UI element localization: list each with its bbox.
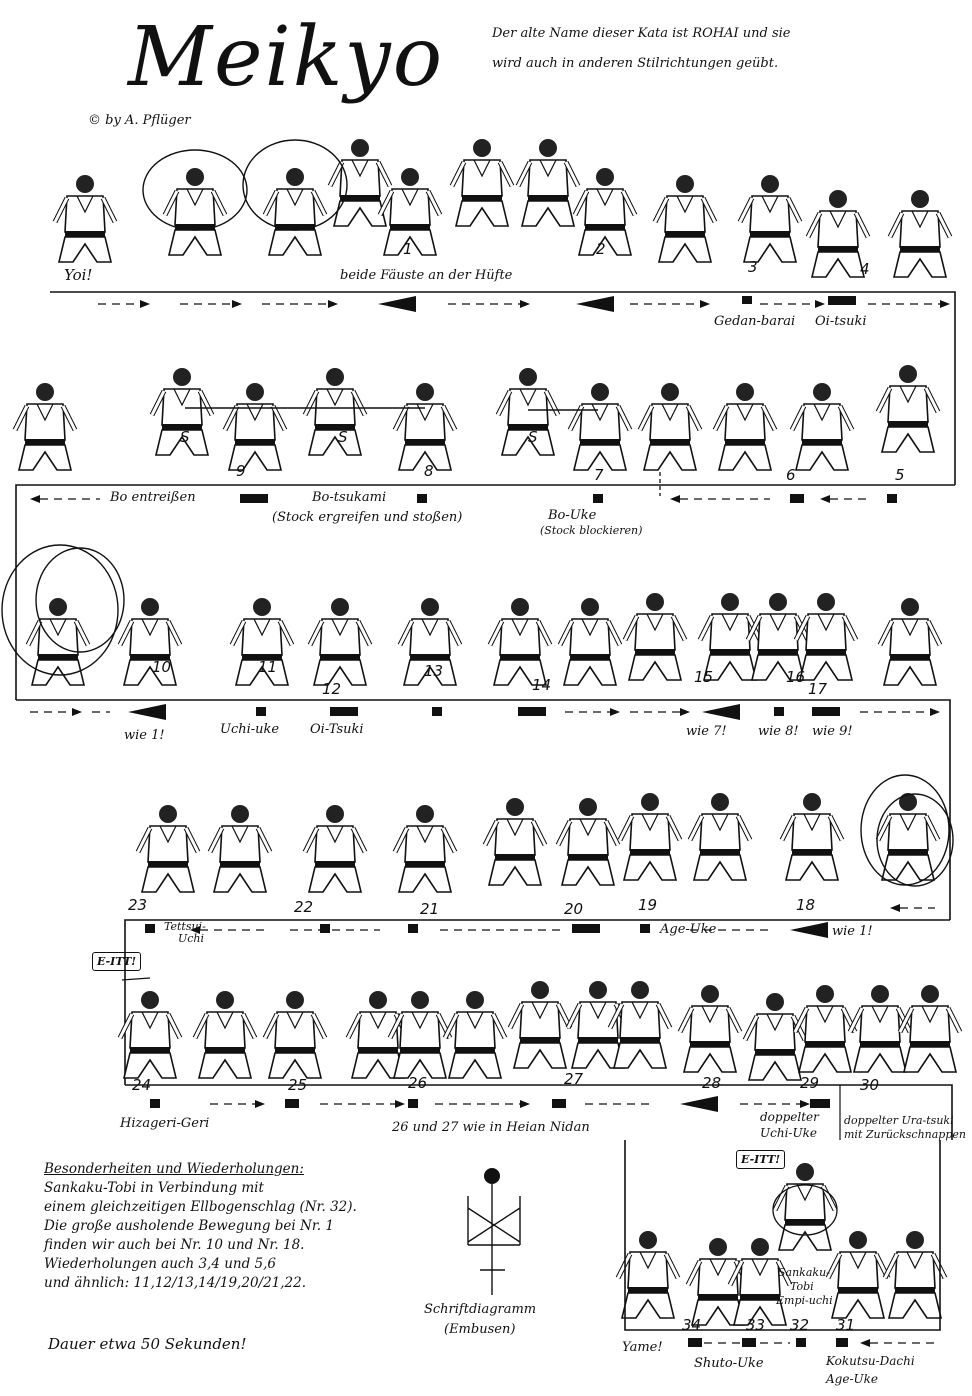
step-number: 31 <box>836 1316 856 1334</box>
sankaku-2: Tobi <box>790 1280 814 1293</box>
bo-entreissen: Bo entreißen <box>110 490 196 505</box>
diagram-label: Schriftdiagramm <box>424 1302 537 1317</box>
s-mark: S <box>338 428 348 446</box>
s-mark: S <box>528 428 538 446</box>
step-number: 26 <box>408 1074 428 1092</box>
step-number: 2 <box>596 240 606 258</box>
step-number: 32 <box>790 1316 810 1334</box>
step-number: 9 <box>236 462 246 480</box>
kokutsu-age-uke: Age-Uke <box>826 1372 878 1386</box>
step-number: 16 <box>786 668 806 686</box>
wie-8: wie 8! <box>758 724 799 739</box>
copyright: © by A. Pflüger <box>88 113 191 128</box>
step-number: 7 <box>594 466 604 484</box>
yoi-label: Yoi! <box>64 266 93 284</box>
oi-tsuki: Oi-Tsuki <box>310 722 364 737</box>
sankaku-3: Empi-uchi <box>776 1294 833 1307</box>
notes-line: Wiederholungen auch 3,4 und 5,6 <box>44 1256 277 1272</box>
wie-1-b: wie 1! <box>832 924 873 939</box>
step-number: 23 <box>128 896 148 914</box>
step-number: 33 <box>746 1316 766 1334</box>
diagram-label-sub: (Embusen) <box>444 1322 516 1337</box>
hiza-geri: Hizageri-Geri <box>120 1116 210 1131</box>
step-number: 34 <box>682 1316 702 1334</box>
bo-tsukami-sub: (Stock ergreifen und stoßen) <box>272 510 463 525</box>
step-number: 3 <box>748 258 758 276</box>
doppelter: doppelter <box>760 1110 819 1124</box>
notes-line: Sankaku-Tobi in Verbindung mit <box>44 1180 264 1196</box>
step-number: 22 <box>294 898 314 916</box>
notes-line: einem gleichzeitigen Ellbogenschlag (Nr.… <box>44 1199 357 1215</box>
tech-gedan-barai: Gedan-barai <box>714 314 796 329</box>
step-number: 18 <box>796 896 816 914</box>
tettsui-2: Uchi <box>178 932 205 945</box>
wie-7: wie 7! <box>686 724 727 739</box>
step-number: 17 <box>808 680 828 698</box>
step-number: 4 <box>860 260 870 278</box>
bo-uke-sub: (Stock blockieren) <box>540 524 643 537</box>
notes-line: und ähnlich: 11,12/13,14/19,20/21,22. <box>44 1275 307 1291</box>
duration-note: Dauer etwa 50 Sekunden! <box>48 1335 247 1353</box>
bo-tsukami: Bo-tsukami <box>312 490 387 505</box>
step-number: 19 <box>638 896 658 914</box>
step-number: 5 <box>895 466 905 484</box>
step-number: 15 <box>694 668 714 686</box>
step-number: 8 <box>424 462 434 480</box>
kiai-bubble-2: E-ITT! <box>736 1150 786 1169</box>
wie-1: wie 1! <box>124 728 165 743</box>
tech-oi-tsuki: Oi-tsuki <box>815 314 867 329</box>
row1-note: beide Fäuste an der Hüfte <box>340 268 513 283</box>
step-number: 13 <box>424 662 444 680</box>
kokutsu-dachi: Kokutsu-Dachi <box>826 1354 915 1368</box>
wie-9: wie 9! <box>812 724 853 739</box>
tettsui: Tettsui- <box>164 920 206 933</box>
step-number: 12 <box>322 680 342 698</box>
s-mark: S <box>180 428 190 446</box>
age-uke: Age-Uke <box>660 922 717 937</box>
uchi-uke: Uchi-uke <box>220 722 280 737</box>
bo-uke: Bo-Uke <box>548 508 597 523</box>
doppelter-2: Uchi-Uke <box>760 1126 817 1140</box>
sankaku: Sankaku- <box>778 1266 830 1279</box>
step-number: 21 <box>420 900 440 918</box>
notes-line: Die große ausholende Bewegung bei Nr. 1 <box>44 1218 334 1234</box>
step-number: 27 <box>564 1070 584 1088</box>
step-number: 25 <box>288 1076 308 1094</box>
notes-block: Besonderheiten und Wiederholungen: Sanka… <box>44 1160 357 1293</box>
intro-line-1: Der alte Name dieser Kata ist ROHAI und … <box>492 26 791 41</box>
notes-heading: Besonderheiten und Wiederholungen: <box>44 1161 304 1177</box>
step-number: 24 <box>132 1076 152 1094</box>
ura-tsuki-2: mit Zurückschnappen <box>844 1128 966 1141</box>
kiai-bubble: E-ITT! <box>92 952 142 971</box>
page-title: Meikyo <box>128 10 445 105</box>
step-number: 10 <box>152 658 172 676</box>
yame-label: Yame! <box>622 1340 663 1355</box>
step-number: 1 <box>403 240 413 258</box>
step-number: 28 <box>702 1074 722 1092</box>
step-number: 6 <box>786 466 796 484</box>
intro-line-2: wird auch in anderen Stilrichtungen geüb… <box>492 56 779 71</box>
step-number: 14 <box>532 676 552 694</box>
step-number: 30 <box>860 1076 880 1094</box>
notes-line: finden wir auch bei Nr. 10 und Nr. 18. <box>44 1237 305 1253</box>
step-number: 29 <box>800 1074 820 1092</box>
heian-note: 26 und 27 wie in Heian Nidan <box>392 1120 590 1135</box>
step-number: 11 <box>258 658 278 676</box>
ura-tsuki: doppelter Ura-tsuki <box>844 1114 954 1127</box>
shuto-uke: Shuto-Uke <box>694 1356 764 1371</box>
step-number: 20 <box>564 900 584 918</box>
